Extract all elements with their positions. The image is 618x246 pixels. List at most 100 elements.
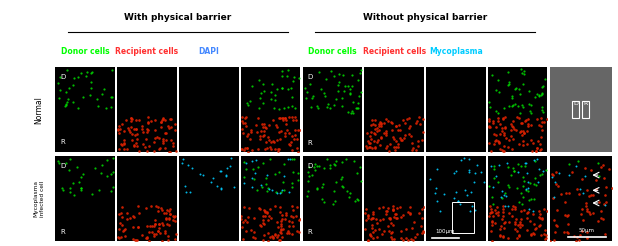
Point <box>310 162 320 166</box>
Point <box>520 164 530 168</box>
Point <box>370 228 379 232</box>
Point <box>149 224 159 228</box>
Point <box>378 217 388 221</box>
Point <box>514 233 524 237</box>
Point <box>281 116 290 120</box>
Point <box>133 225 143 229</box>
Point <box>167 144 177 148</box>
Point <box>504 211 514 215</box>
Text: 50μm: 50μm <box>579 229 595 233</box>
Point <box>153 209 163 213</box>
Point <box>523 117 533 121</box>
Point <box>287 185 297 189</box>
Point <box>164 217 174 221</box>
Point <box>487 210 497 214</box>
Point <box>500 220 510 224</box>
Point <box>488 121 498 125</box>
Point <box>366 146 376 150</box>
Point <box>250 171 260 175</box>
Point <box>502 194 512 198</box>
Point <box>503 83 513 87</box>
Point <box>404 210 413 214</box>
Point <box>365 141 375 145</box>
Point <box>383 224 393 228</box>
Point <box>150 218 160 222</box>
Point <box>432 200 442 203</box>
Point <box>519 131 528 135</box>
Text: 100μm: 100μm <box>436 229 455 234</box>
Point <box>389 145 399 149</box>
Point <box>498 214 508 218</box>
Point <box>294 230 303 234</box>
Point <box>154 136 164 140</box>
Point <box>534 167 544 170</box>
Point <box>494 90 504 93</box>
Point <box>307 96 317 100</box>
Point <box>365 134 375 138</box>
Point <box>362 146 371 150</box>
Point <box>142 236 151 240</box>
Point <box>385 216 395 220</box>
Point <box>236 214 246 217</box>
Point <box>164 123 174 127</box>
Point <box>343 84 353 88</box>
Point <box>164 209 174 213</box>
Point <box>529 158 539 162</box>
Point <box>519 208 529 212</box>
Point <box>583 231 593 234</box>
Point <box>164 216 174 220</box>
Point <box>533 180 543 184</box>
Point <box>287 181 297 185</box>
Point <box>396 236 406 240</box>
Point <box>531 118 541 122</box>
Point <box>531 183 541 187</box>
Point <box>561 191 570 195</box>
Point <box>373 138 383 142</box>
Point <box>316 87 326 91</box>
Point <box>183 163 193 167</box>
Point <box>368 236 378 240</box>
Point <box>515 222 525 226</box>
Point <box>535 213 545 216</box>
Point <box>541 232 551 236</box>
Point <box>399 136 409 140</box>
Point <box>418 117 428 121</box>
Point <box>538 108 548 112</box>
Point <box>216 169 226 172</box>
Point <box>117 205 127 209</box>
Point <box>290 115 300 119</box>
Point <box>293 128 303 132</box>
Point <box>150 222 160 226</box>
Point <box>601 185 611 189</box>
Point <box>156 125 166 129</box>
Point <box>588 211 598 215</box>
Point <box>260 222 269 226</box>
Point <box>275 205 285 209</box>
Point <box>540 228 550 232</box>
Point <box>389 224 399 228</box>
Point <box>169 237 179 241</box>
Point <box>329 163 339 167</box>
Point <box>417 224 426 228</box>
Point <box>290 133 300 137</box>
Text: R: R <box>60 138 65 145</box>
Point <box>181 190 191 194</box>
Point <box>288 79 298 83</box>
Point <box>363 239 373 243</box>
Point <box>510 102 520 106</box>
Point <box>499 149 509 153</box>
Point <box>390 212 400 216</box>
Point <box>117 215 127 219</box>
Point <box>86 80 96 84</box>
Point <box>417 138 427 142</box>
Text: D: D <box>60 74 66 80</box>
Point <box>493 213 503 217</box>
Point <box>487 220 497 224</box>
Point <box>241 115 251 119</box>
Point <box>265 157 275 161</box>
Point <box>386 221 396 225</box>
Point <box>547 172 557 176</box>
Point <box>507 214 517 218</box>
Point <box>326 163 336 167</box>
Point <box>466 190 476 194</box>
